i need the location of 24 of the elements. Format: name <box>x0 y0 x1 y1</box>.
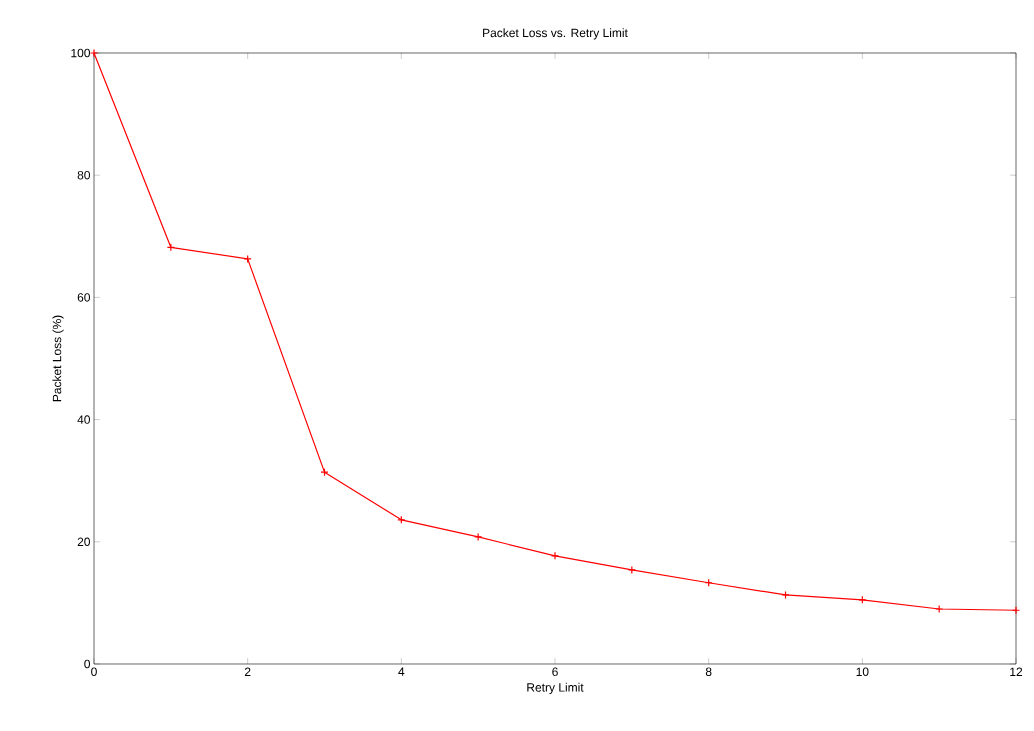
x-tick-label: 12 <box>1010 667 1023 676</box>
x-tick-label: 2 <box>244 667 251 676</box>
point <box>243 254 252 263</box>
point <box>627 565 636 575</box>
x-tick-label: 8 <box>705 667 712 677</box>
y-tick-label: 80 <box>77 170 91 180</box>
point <box>89 48 99 58</box>
point <box>474 532 483 542</box>
point <box>550 551 560 560</box>
x-axis-title: Retry Limit <box>527 682 584 695</box>
x-tick-label: 4 <box>398 667 405 676</box>
y-tick-label: 100 <box>71 48 91 58</box>
y-tick-label: 20 <box>77 537 91 547</box>
point <box>935 604 944 614</box>
x-tick-label: 6 <box>552 667 558 677</box>
x-tick-label: 10 <box>856 667 869 677</box>
point <box>781 590 790 600</box>
point <box>320 468 329 477</box>
y-tick-label: 40 <box>77 415 91 424</box>
y-axis-title: Packet Loss (%) <box>52 315 64 402</box>
point <box>1011 606 1021 615</box>
chart-title: Packet Loss vs. Retry Limit <box>483 28 628 40</box>
y-tick-label: 0 <box>84 659 91 669</box>
y-tick-label: 60 <box>77 293 91 302</box>
